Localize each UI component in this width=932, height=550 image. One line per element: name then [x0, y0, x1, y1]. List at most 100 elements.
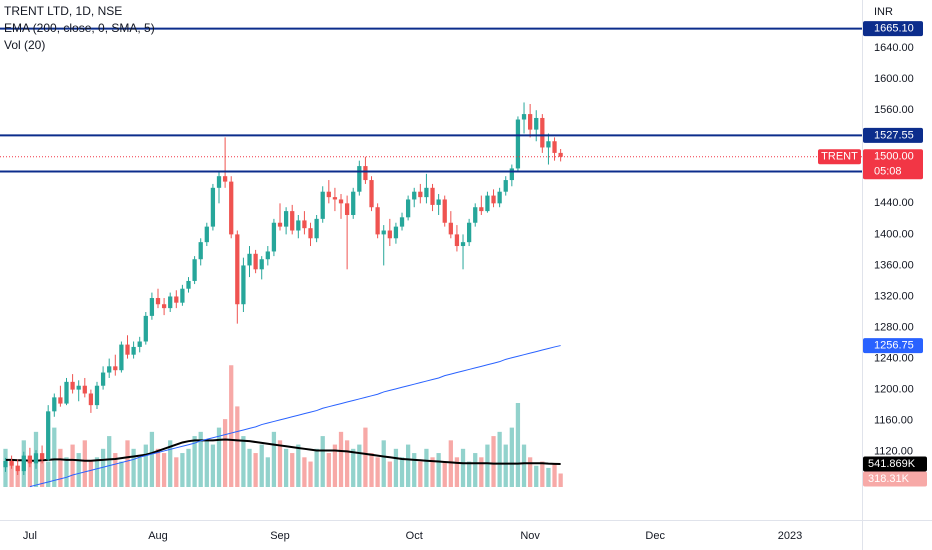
x-tick-label: Nov	[520, 530, 540, 542]
ema-value-label: 1256.75	[874, 339, 914, 351]
y-tick-label: 1640.00	[874, 42, 914, 54]
volume-bar	[180, 453, 185, 487]
candle-body	[296, 220, 301, 231]
candle-body	[9, 461, 14, 466]
candle-body	[76, 385, 81, 390]
volume-bar	[113, 453, 118, 487]
volume-bar	[448, 440, 453, 487]
candle-body	[393, 226, 399, 239]
volume-value-box	[863, 471, 927, 487]
volume-bar	[9, 461, 14, 487]
volume-bar	[357, 444, 362, 487]
volume-bar	[216, 427, 222, 487]
candle-body	[503, 180, 508, 192]
candle-body	[161, 304, 167, 309]
price-axis: 1640.00 1600.00 1560.00 1440.00 1400.00 1360.…	[818, 21, 927, 487]
candle-body	[174, 296, 179, 303]
candle-body	[485, 195, 490, 212]
indicator-legend: Vol (20)	[4, 38, 45, 52]
candle-body	[369, 180, 374, 208]
candle-body	[344, 203, 350, 215]
volume-bar	[308, 461, 313, 487]
volume-bar	[143, 444, 148, 487]
volume-bar	[100, 448, 106, 487]
volume-bar	[485, 444, 490, 487]
volume-bar	[412, 453, 417, 487]
candle-body	[405, 199, 411, 218]
candle-body	[186, 280, 191, 289]
volume-bar	[387, 461, 392, 487]
volume-bar	[58, 448, 63, 487]
volume-bar	[88, 461, 94, 487]
candle-body	[534, 117, 539, 130]
candle-body	[375, 207, 380, 235]
candle-body	[137, 341, 142, 347]
candle-body	[497, 191, 502, 204]
candle-body	[558, 152, 563, 157]
y-tick-label: 1560.00	[874, 104, 914, 116]
candle-body	[229, 181, 234, 235]
volume-bar	[521, 444, 527, 487]
candle-body	[381, 230, 386, 235]
candle-body	[326, 191, 331, 198]
volume-value-label: 318.31K	[868, 473, 910, 485]
candle-body	[155, 298, 161, 305]
volume-bar	[161, 453, 167, 487]
volume-bar	[149, 431, 155, 487]
volume-bar	[491, 436, 496, 487]
candle-body	[454, 234, 460, 247]
candle-body	[527, 114, 533, 130]
candle-body	[100, 372, 106, 386]
candle-body	[52, 397, 57, 412]
candle-body	[247, 253, 252, 266]
candle-body	[198, 242, 203, 260]
volume-bar	[442, 461, 447, 487]
candle-body	[314, 218, 319, 239]
volume-bar	[540, 461, 545, 487]
volume-bar	[344, 440, 350, 487]
candle-body	[332, 197, 338, 200]
volume-bar	[381, 440, 386, 487]
candle-body	[357, 166, 362, 192]
candle-body	[33, 453, 39, 464]
candle-body	[302, 220, 307, 229]
countdown-label: 05:08	[874, 166, 902, 178]
volume-bar	[430, 457, 435, 487]
volume-bar	[198, 431, 203, 487]
hline-label-box	[863, 21, 923, 37]
candle-body	[290, 211, 295, 231]
candle-body	[283, 211, 289, 227]
volume-bar	[558, 473, 563, 487]
volume-bar	[332, 444, 338, 487]
candle-body	[192, 259, 197, 281]
y-tick-label: 1320.00	[874, 290, 914, 302]
candle-body	[21, 455, 26, 472]
chart-title: TRENT LTD, 1D, NSE	[4, 4, 122, 18]
volume-bar	[265, 457, 270, 487]
volume-bar	[64, 457, 69, 487]
candle-body	[58, 397, 63, 404]
candle-body	[351, 191, 356, 215]
volume-bar	[247, 448, 252, 487]
x-tick-label: Aug	[148, 530, 168, 542]
volume-bar	[552, 463, 557, 487]
candle-body	[320, 191, 325, 219]
candle-body	[46, 411, 51, 460]
candle-body	[515, 119, 521, 169]
candle-body	[168, 296, 173, 309]
candle-body	[271, 222, 277, 252]
volume-bar	[222, 419, 228, 487]
volume-bar	[473, 453, 478, 487]
volume-bar	[418, 461, 423, 487]
candle-body	[222, 176, 228, 182]
volume-bar	[527, 457, 533, 487]
candle-body	[259, 259, 264, 270]
volume-bar	[119, 461, 124, 487]
y-tick-label: 1120.00	[874, 446, 913, 458]
candle-body	[491, 195, 496, 204]
candle-body	[521, 114, 527, 120]
ema-line	[29, 345, 561, 488]
volume-bar	[534, 465, 539, 487]
candle-body	[39, 453, 45, 460]
